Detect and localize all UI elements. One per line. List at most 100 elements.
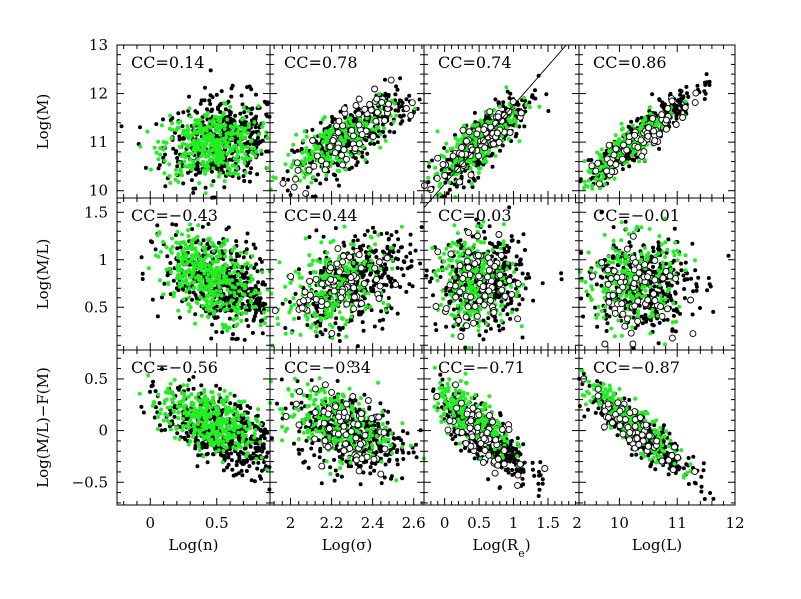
data-point-green <box>582 159 587 164</box>
data-point-green <box>283 297 288 302</box>
data-point-green <box>235 302 240 307</box>
data-point-green <box>513 110 518 115</box>
data-point-green <box>218 116 223 121</box>
data-point-green <box>213 129 218 134</box>
data-point-green <box>336 302 340 307</box>
data-point-open <box>649 115 657 123</box>
data-point-black <box>398 114 402 118</box>
data-point-green <box>228 137 233 142</box>
data-point-black <box>323 328 328 332</box>
data-point-open <box>433 174 441 182</box>
data-point-green <box>179 172 184 177</box>
data-point-green <box>363 157 368 162</box>
data-point-open <box>372 275 380 283</box>
data-point-green <box>343 131 348 136</box>
data-point-green <box>369 235 374 240</box>
data-point-green <box>178 119 183 124</box>
data-point-black <box>360 154 365 159</box>
data-point-green <box>177 144 182 149</box>
data-point-green <box>207 287 211 292</box>
data-point-green <box>180 249 185 254</box>
data-point-green <box>344 334 349 339</box>
data-point-green <box>195 121 200 126</box>
data-point-black <box>193 293 198 297</box>
data-point-green <box>170 127 175 132</box>
data-point-green <box>349 314 354 319</box>
data-point-green <box>230 248 235 253</box>
data-point-open <box>439 161 447 168</box>
data-point-green <box>304 134 309 139</box>
data-point-green <box>203 287 207 292</box>
data-point-black <box>181 181 186 186</box>
data-point-green <box>302 175 307 180</box>
data-point-black <box>253 125 258 130</box>
data-point-black <box>208 68 213 73</box>
data-point-black <box>143 165 148 170</box>
data-point-green <box>249 277 254 282</box>
data-point-green <box>239 136 244 141</box>
data-point-black <box>442 146 447 150</box>
data-point-green <box>242 161 247 166</box>
data-point-green <box>188 114 193 119</box>
data-point-green <box>222 127 227 131</box>
data-point-open <box>385 100 392 108</box>
data-point-green <box>219 243 224 248</box>
data-point-black <box>193 172 198 177</box>
data-point-green <box>497 104 502 109</box>
data-point-green <box>499 318 504 323</box>
data-point-black <box>198 101 203 106</box>
data-point-black <box>349 165 354 170</box>
data-point-green <box>169 270 173 275</box>
data-point-black <box>249 111 253 116</box>
data-point-green <box>264 131 269 136</box>
data-point-black <box>368 286 373 290</box>
data-point-green <box>337 310 342 315</box>
data-point-green <box>228 171 233 176</box>
data-point-green <box>170 236 174 241</box>
data-point-green <box>248 273 253 278</box>
data-point-green <box>217 273 222 278</box>
data-point-black <box>490 164 495 169</box>
data-point-green <box>200 131 205 136</box>
data-point-open <box>355 251 363 259</box>
data-point-open <box>360 280 368 288</box>
data-point-black <box>507 245 512 250</box>
data-point-green <box>512 116 516 121</box>
data-point-black <box>509 234 514 239</box>
data-point-black <box>394 229 399 234</box>
data-point-green <box>195 140 200 145</box>
data-point-black <box>514 307 519 312</box>
data-point-green <box>249 297 254 302</box>
data-point-black <box>318 120 323 125</box>
data-point-black <box>401 273 406 278</box>
data-point-open <box>301 288 309 296</box>
data-point-black <box>234 136 239 141</box>
data-point-open <box>672 121 680 128</box>
data-point-black <box>362 233 367 237</box>
data-point-green <box>391 119 396 124</box>
data-point-green <box>238 277 243 282</box>
data-point-green <box>619 121 624 126</box>
data-point-green <box>219 123 224 128</box>
data-point-black <box>477 333 482 338</box>
data-point-open <box>494 113 502 121</box>
data-point-black <box>337 339 342 343</box>
data-point-green <box>164 245 169 250</box>
data-point-green <box>367 263 371 268</box>
data-point-green <box>351 268 356 273</box>
data-point-black <box>523 286 528 291</box>
data-point-green <box>180 261 185 266</box>
data-point-green <box>265 166 270 171</box>
data-point-black <box>510 238 515 243</box>
data-point-black <box>196 167 200 172</box>
data-point-black <box>676 111 681 116</box>
data-point-green <box>597 152 602 157</box>
data-point-green <box>619 127 624 132</box>
data-point-black <box>487 116 492 121</box>
data-point-green <box>232 270 237 275</box>
data-point-black <box>171 146 176 151</box>
data-point-black <box>394 84 399 89</box>
data-point-green <box>202 297 207 302</box>
data-point-black <box>177 137 182 142</box>
data-point-green <box>225 152 230 157</box>
